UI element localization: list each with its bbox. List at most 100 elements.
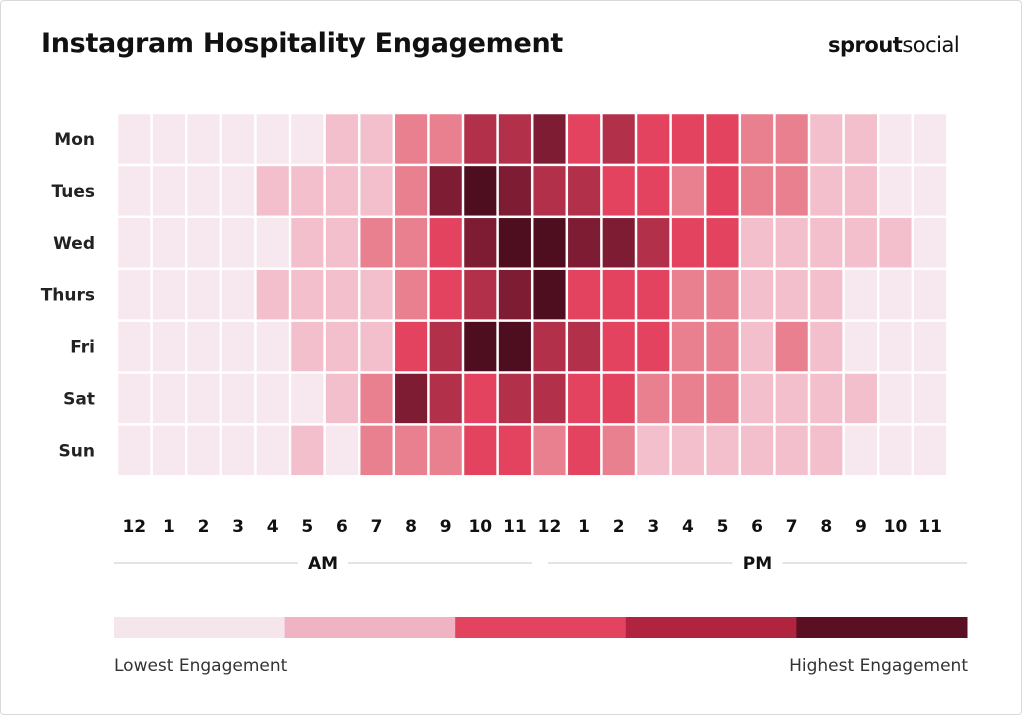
heatmap-cell <box>533 373 566 424</box>
heatmap-cell <box>360 166 393 216</box>
day-label: Thurs <box>41 286 95 306</box>
hour-label: 12 <box>538 517 562 537</box>
heatmap-cell <box>429 269 462 320</box>
heatmap-cell <box>325 114 358 164</box>
heatmap-cell <box>637 114 670 164</box>
heatmap-cell <box>152 114 185 164</box>
heatmap-cell <box>222 373 255 424</box>
heatmap-cell <box>844 425 877 476</box>
heatmap-cell <box>568 218 601 268</box>
heatmap-cell <box>429 425 462 476</box>
heatmap-cell <box>256 218 289 268</box>
heatmap-cell <box>914 269 947 320</box>
heatmap-cell <box>706 218 739 268</box>
heatmap-cell <box>464 425 497 476</box>
hour-label: 11 <box>918 517 942 537</box>
heatmap-cell <box>914 425 947 476</box>
heatmap-cell <box>256 321 289 372</box>
heatmap-cell <box>395 218 428 268</box>
heatmap-cell <box>637 373 670 424</box>
heatmap-cell <box>187 114 220 164</box>
heatmap-cell <box>325 373 358 424</box>
heatmap-cell <box>152 321 185 372</box>
heatmap-cell <box>360 114 393 164</box>
heatmap-cell <box>844 166 877 216</box>
heatmap-cell <box>706 114 739 164</box>
heatmap-cell <box>187 218 220 268</box>
heatmap-cell <box>533 425 566 476</box>
heatmap-cell <box>568 373 601 424</box>
heatmap-cell <box>844 269 877 320</box>
heatmap-cell <box>810 425 843 476</box>
heatmap-cell <box>568 321 601 372</box>
hour-label: 3 <box>647 517 659 537</box>
heatmap-cell <box>741 321 774 372</box>
heatmap-cell <box>256 114 289 164</box>
hour-label: 6 <box>336 517 348 537</box>
heatmap-cell <box>671 425 704 476</box>
heatmap-cell <box>118 269 151 320</box>
hour-labels: 12 1 2 3 4 5 6 7 8 9 10 11 12 1 2 3 4 5 6 7 8 9 10 11 <box>122 517 941 537</box>
heatmap-cell <box>568 114 601 164</box>
heatmap-cell <box>256 425 289 476</box>
brand-logo-bold: sprout <box>828 33 903 57</box>
heatmap-cell <box>602 373 635 424</box>
heatmap-cell <box>810 218 843 268</box>
heatmap-cell <box>844 373 877 424</box>
heatmap-cell <box>706 321 739 372</box>
day-label: Sun <box>59 441 95 461</box>
heatmap-cell <box>775 321 808 372</box>
heatmap-cell <box>775 269 808 320</box>
heatmap-cell <box>464 114 497 164</box>
heatmap-cell <box>844 321 877 372</box>
heatmap-cell <box>118 218 151 268</box>
legend-low-label: Lowest Engagement <box>114 656 288 676</box>
heatmap-cell <box>914 321 947 372</box>
heatmap-cell <box>498 114 531 164</box>
hour-label: 5 <box>717 517 729 537</box>
chart-title: Instagram Hospitality Engagement <box>41 28 564 59</box>
hour-label: 10 <box>884 517 908 537</box>
heatmap-cell <box>533 269 566 320</box>
legend-swatch <box>796 617 968 638</box>
heatmap-cell <box>671 166 704 216</box>
period-groups: AM PM <box>114 554 967 574</box>
heatmap-cell <box>291 114 324 164</box>
heatmap-cell <box>395 373 428 424</box>
heatmap-cell <box>222 166 255 216</box>
heatmap-cell <box>118 166 151 216</box>
hour-label: 12 <box>122 517 146 537</box>
heatmap-cell <box>187 269 220 320</box>
heatmap-cell <box>775 425 808 476</box>
heatmap-cell <box>464 321 497 372</box>
day-label: Sat <box>63 389 95 409</box>
heatmap-cell <box>464 373 497 424</box>
heatmap-cell <box>533 114 566 164</box>
heatmap-cell <box>256 166 289 216</box>
heatmap-cell <box>671 321 704 372</box>
heatmap-cell <box>602 321 635 372</box>
brand-logo-light: social <box>902 33 960 57</box>
heatmap-cell <box>879 166 912 216</box>
heatmap-cell <box>879 114 912 164</box>
heatmap-cell <box>152 166 185 216</box>
hour-label: 7 <box>786 517 798 537</box>
heatmap-cell <box>810 321 843 372</box>
heatmap-cell <box>395 269 428 320</box>
heatmap-cell <box>775 166 808 216</box>
heatmap-cell <box>637 166 670 216</box>
heatmap-cell <box>879 269 912 320</box>
heatmap-cell <box>152 269 185 320</box>
hour-label: 2 <box>613 517 625 537</box>
heatmap-cell <box>360 373 393 424</box>
day-labels: Mon Tues Wed Thurs Fri Sat Sun <box>41 130 95 461</box>
heatmap-cell <box>325 425 358 476</box>
heatmap-cell <box>533 166 566 216</box>
heatmap-cell <box>568 166 601 216</box>
heatmap-cell <box>256 373 289 424</box>
heatmap-cell <box>360 321 393 372</box>
hour-label: 8 <box>820 517 832 537</box>
hour-label: 5 <box>301 517 313 537</box>
hour-label: 9 <box>440 517 452 537</box>
heatmap-cell <box>256 269 289 320</box>
